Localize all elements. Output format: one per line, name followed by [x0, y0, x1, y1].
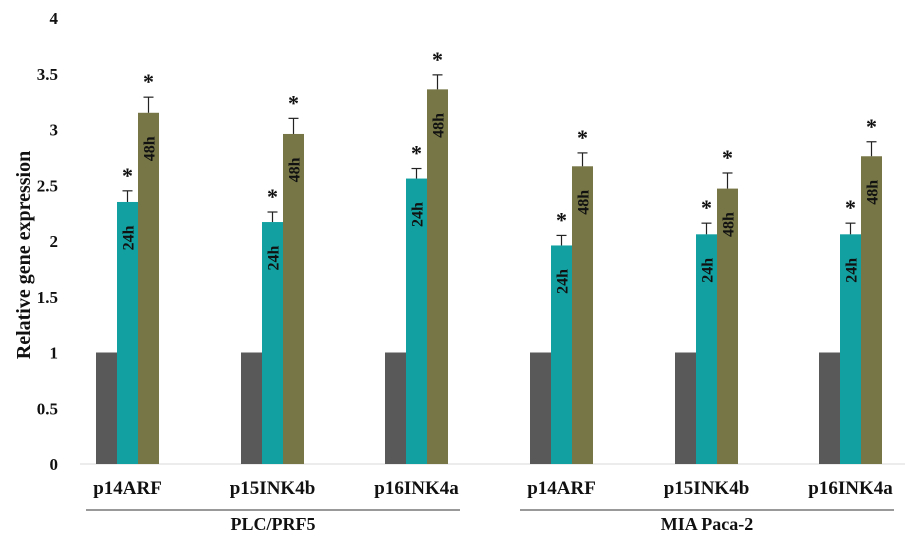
series-label-48h: 48h [142, 136, 159, 161]
y-tick-label: 4 [50, 9, 59, 28]
bar-24h [262, 222, 283, 464]
bar-control [675, 352, 696, 464]
category-label: p14ARF [93, 478, 162, 499]
bar-control [385, 352, 406, 464]
significance-star: * [845, 195, 856, 220]
bar-control [241, 352, 262, 464]
significance-star: * [577, 125, 588, 150]
significance-star: * [288, 90, 299, 115]
series-label-24h: 24h [555, 269, 572, 294]
bar-48h [283, 133, 304, 464]
category-labels: p14ARF p15INK4b p16INK4a p14ARF p15INK4b p16I… [93, 478, 893, 499]
series-label-48h: 48h [431, 113, 448, 138]
series-label-48h: 48h [721, 212, 738, 237]
category-label: p15INK4b [230, 478, 316, 499]
bar-24h [696, 234, 717, 464]
bar-control [530, 352, 551, 464]
significance-star: * [411, 141, 422, 166]
group-labels: PLC/PRF5 MIA Paca-2 [86, 509, 894, 534]
series-label-24h: 24h [410, 202, 427, 227]
y-tick-label: 2 [50, 232, 59, 251]
bar-48h [572, 166, 593, 465]
bar-24h [551, 245, 572, 464]
bar-48h [138, 112, 159, 465]
y-tick-label: 3.5 [37, 65, 58, 84]
bar-24h [406, 178, 427, 464]
category-label: p16INK4a [808, 478, 893, 499]
series-label-48h: 48h [576, 190, 593, 215]
y-tick-label: 0.5 [37, 399, 58, 418]
series-label-48h: 48h [287, 157, 304, 182]
y-axis-label: Relative gene expression [13, 151, 35, 360]
bar-control [819, 352, 840, 464]
y-axis-ticks: 0 0.5 1 1.5 2 2.5 3 3.5 4 [37, 9, 59, 474]
significance-star: * [866, 114, 877, 139]
group-label: PLC/PRF5 [231, 514, 316, 534]
bar-48h [861, 156, 882, 464]
significance-star: * [122, 163, 133, 188]
significance-star: * [143, 69, 154, 94]
significance-star: * [432, 47, 443, 72]
bar-48h [717, 188, 738, 464]
y-tick-label: 1.5 [37, 288, 58, 307]
category-label: p16INK4a [374, 478, 459, 499]
significance-star: * [701, 195, 712, 220]
group-label: MIA Paca-2 [661, 514, 753, 534]
bar-24h [117, 201, 138, 464]
bar-control [96, 352, 117, 464]
series-label-24h: 24h [266, 245, 283, 270]
significance-star: * [267, 184, 278, 209]
series-label-24h: 24h [700, 258, 717, 283]
bar-series: * 24h * 48h * 24h * 48h * 24h * 48h * 24h * 48h * 24h * 48h… [96, 47, 882, 465]
significance-star: * [722, 145, 733, 170]
category-label: p14ARF [527, 478, 596, 499]
bar-24h [840, 234, 861, 464]
category-label: p15INK4b [664, 478, 750, 499]
y-tick-label: 3 [50, 121, 59, 140]
series-label-24h: 24h [121, 225, 138, 250]
significance-star: * [556, 207, 567, 232]
bar-48h [427, 89, 448, 465]
y-tick-label: 0 [50, 455, 59, 474]
series-label-24h: 24h [844, 258, 861, 283]
series-label-48h: 48h [865, 180, 882, 205]
y-tick-label: 1 [50, 344, 59, 363]
y-tick-label: 2.5 [37, 176, 58, 195]
